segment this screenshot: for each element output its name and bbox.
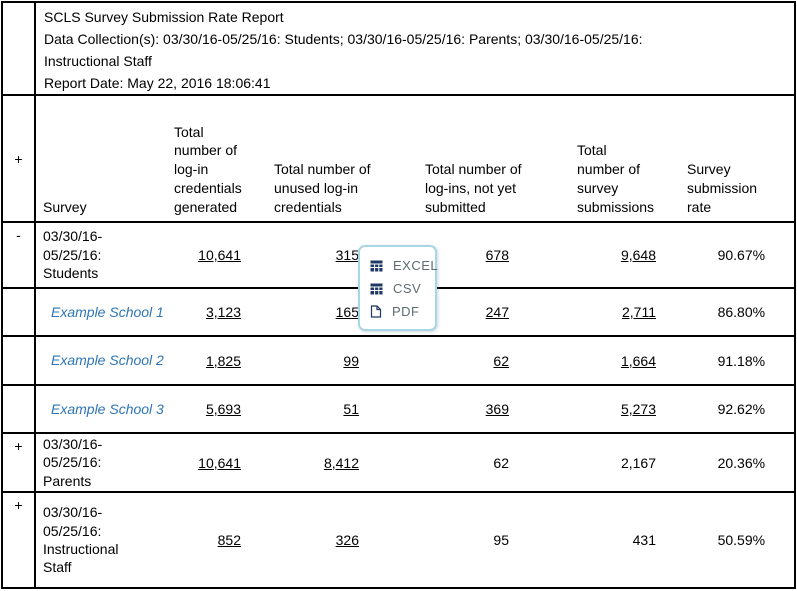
spreadsheet-grid-icon — [370, 283, 383, 295]
export-menu-item-label: CSV — [393, 281, 422, 296]
cell-survey-submissions[interactable]: 9,648 — [523, 222, 673, 289]
cell-submission-rate: 92.62% — [673, 385, 796, 434]
cell-survey-name: 03/30/16- 05/25/16: Parents — [35, 433, 168, 493]
cell-unused-credentials[interactable]: 99 — [263, 336, 373, 386]
cell-submission-rate: 91.18% — [673, 336, 796, 386]
cell-survey-name: 03/30/16- 05/25/16: Instructional Staff — [35, 492, 168, 589]
expand-cell-empty — [2, 336, 36, 386]
title-block: SCLS Survey Submission Rate Report Data … — [35, 2, 796, 96]
cell-credentials-generated[interactable]: 10,641 — [168, 222, 263, 289]
report-title-row: SCLS Survey Submission Rate Report Data … — [2, 2, 796, 96]
export-menu: EXCEL CSV PDF — [358, 245, 438, 331]
column-header-survey: Survey — [35, 95, 168, 223]
export-menu-item-excel[interactable]: EXCEL — [368, 254, 438, 277]
report-data-collections: Data Collection(s): 03/30/16-05/25/16: S… — [44, 31, 643, 69]
export-menu-item-csv[interactable]: CSV — [368, 277, 427, 300]
document-page-icon — [370, 305, 382, 318]
column-header-credentials-generated: Total number of log-in credentials gener… — [168, 95, 263, 223]
cell-unused-credentials[interactable]: 315 — [263, 222, 373, 289]
table-row-example-school-3: Example School 3 5,693 51 369 5,273 92.6… — [2, 385, 796, 434]
cell-school-link[interactable]: Example School 1 — [35, 288, 168, 337]
table-row-students: - 03/30/16- 05/25/16: Students 10,641 31… — [2, 222, 796, 289]
cell-logins-not-submitted: 95 — [373, 492, 523, 589]
cell-survey-name: 03/30/16- 05/25/16: Students — [35, 222, 168, 289]
table-row-example-school-1: Example School 1 3,123 165 247 2,711 86.… — [2, 288, 796, 337]
expand-cell-empty — [2, 288, 36, 337]
cell-unused-credentials[interactable]: 8,412 — [263, 433, 373, 493]
export-menu-item-pdf[interactable]: PDF — [368, 300, 427, 323]
report-date: Report Date: May 22, 2016 18:06:41 — [44, 75, 271, 91]
column-header-unused-credentials: Total number of unused log-in credential… — [263, 95, 373, 223]
cell-school-link[interactable]: Example School 2 — [35, 336, 168, 386]
cell-unused-credentials[interactable]: 51 — [263, 385, 373, 434]
cell-submission-rate: 50.59% — [673, 492, 796, 589]
export-menu-item-label: PDF — [392, 304, 420, 319]
column-header-row: + Survey Total number of log-in credenti… — [2, 95, 796, 223]
cell-submission-rate: 20.36% — [673, 433, 796, 493]
spreadsheet-grid-icon — [370, 260, 383, 272]
cell-submission-rate: 86.80% — [673, 288, 796, 337]
cell-credentials-generated[interactable]: 5,693 — [168, 385, 263, 434]
collapse-toggle-students[interactable]: - — [2, 222, 36, 289]
cell-unused-credentials[interactable]: 165 — [263, 288, 373, 337]
table-row-parents: + 03/30/16- 05/25/16: Parents 10,641 8,4… — [2, 433, 796, 493]
cell-credentials-generated[interactable]: 852 — [168, 492, 263, 589]
cell-submission-rate: 90.67% — [673, 222, 796, 289]
cell-logins-not-submitted[interactable]: 369 — [373, 385, 523, 434]
cell-credentials-generated[interactable]: 1,825 — [168, 336, 263, 386]
cell-survey-submissions[interactable]: 2,711 — [523, 288, 673, 337]
report-title: SCLS Survey Submission Rate Report — [44, 9, 284, 25]
table-row-instructional-staff: + 03/30/16- 05/25/16: Instructional Staf… — [2, 492, 796, 589]
cell-school-link[interactable]: Example School 3 — [35, 385, 168, 434]
table-row-example-school-2: Example School 2 1,825 99 62 1,664 91.18… — [2, 336, 796, 386]
cell-survey-submissions: 431 — [523, 492, 673, 589]
cell-survey-submissions[interactable]: 1,664 — [523, 336, 673, 386]
expand-toggle-instructional-staff[interactable]: + — [2, 492, 36, 589]
cell-credentials-generated[interactable]: 10,641 — [168, 433, 263, 493]
cell-survey-submissions: 2,167 — [523, 433, 673, 493]
cell-unused-credentials[interactable]: 326 — [263, 492, 373, 589]
expand-all-toggle[interactable]: + — [2, 95, 36, 223]
expand-cell-empty — [2, 385, 36, 434]
expand-toggle-parents[interactable]: + — [2, 433, 36, 493]
cell-survey-submissions[interactable]: 5,273 — [523, 385, 673, 434]
export-menu-item-label: EXCEL — [393, 258, 439, 273]
column-header-survey-submissions: Total number of survey submissions — [523, 95, 673, 223]
column-header-logins-not-submitted: Total number of log-ins, not yet submitt… — [373, 95, 523, 223]
cell-logins-not-submitted: 62 — [373, 433, 523, 493]
cell-logins-not-submitted[interactable]: 62 — [373, 336, 523, 386]
title-row-spacer-cell — [2, 2, 36, 96]
cell-credentials-generated[interactable]: 3,123 — [168, 288, 263, 337]
column-header-submission-rate: Survey submission rate — [673, 95, 796, 223]
